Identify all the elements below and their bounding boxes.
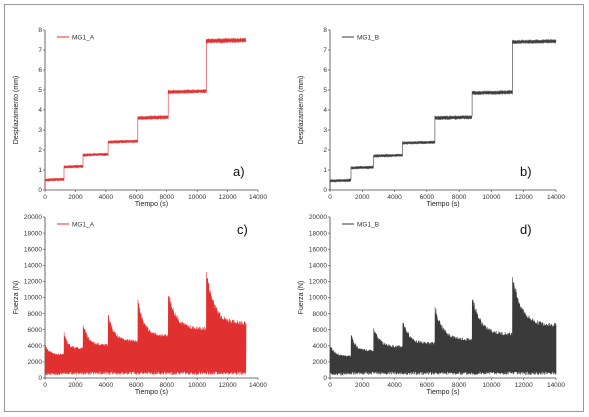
series-line-MG1_A (44, 271, 247, 376)
y-tick-label: 6000 (28, 327, 43, 334)
y-tick-label: 16000 (24, 246, 42, 253)
x-tick-label: 0 (43, 382, 47, 389)
y-tick-label: 18000 (309, 230, 327, 237)
y-tick-label: 14000 (309, 263, 327, 270)
chart-panel-c: 0 2000 4000 6000 8000 10000 12000 14000 16000 180… (13, 214, 267, 396)
x-axis-title: Tiempo (s) (135, 389, 168, 396)
legend-label: MG1_A (72, 221, 95, 228)
y-tick-label: 0 (38, 375, 42, 382)
x-tick-label: 14000 (249, 194, 267, 201)
x-tick-label: 6000 (420, 194, 435, 201)
y-axis-title: Desplazamiento (mm) (13, 76, 20, 144)
x-tick-label: 4000 (387, 194, 402, 201)
y-tick-label: 2000 (28, 359, 43, 366)
x-tick-label: 14000 (249, 382, 267, 389)
y-tick-label: 8 (38, 27, 42, 34)
series-line-MG1_B (329, 39, 557, 190)
x-tick-label: 8000 (159, 194, 174, 201)
panel-label: d) (520, 222, 532, 237)
x-tick-label: 14000 (547, 382, 565, 389)
y-tick-label: 1 (323, 167, 327, 174)
y-tick-label: 4 (323, 107, 327, 114)
y-tick-label: 12000 (24, 279, 42, 286)
y-tick-label: 7 (38, 47, 42, 54)
y-tick-label: 1 (38, 167, 42, 174)
y-tick-label: 0 (323, 375, 327, 382)
y-tick-label: 10000 (24, 295, 42, 302)
x-tick-label: 4000 (387, 382, 402, 389)
y-tick-label: 5 (38, 87, 42, 94)
y-tick-label: 18000 (24, 230, 42, 237)
y-tick-label: 2 (323, 147, 327, 154)
panel-label: a) (233, 164, 245, 179)
x-tick-label: 0 (328, 194, 332, 201)
chart-panel-b: 0 1 2 3 4 5 6 7 8 0 2000 4000 6000 8000 10000 12000 1400… (298, 27, 565, 208)
y-tick-label: 6 (323, 67, 327, 74)
y-tick-label: 8 (323, 27, 327, 34)
x-tick-label: 4000 (99, 382, 114, 389)
x-tick-label: 8000 (159, 382, 174, 389)
x-tick-label: 6000 (420, 382, 435, 389)
y-tick-label: 4000 (313, 343, 328, 350)
chart-panel-d: 0 2000 4000 6000 8000 10000 12000 14000 16000 180… (298, 214, 565, 396)
y-axis-title: Fuerza (N) (298, 281, 305, 314)
panel-label: b) (520, 164, 532, 179)
y-tick-label: 20000 (309, 214, 327, 221)
x-axis-title: Tiempo (s) (426, 201, 459, 208)
legend-label: MG1_A (72, 34, 95, 41)
y-tick-label: 7 (323, 47, 327, 54)
x-tick-label: 14000 (547, 194, 565, 201)
y-tick-label: 4000 (28, 343, 43, 350)
y-tick-label: 0 (38, 187, 42, 194)
y-tick-label: 3 (38, 127, 42, 134)
x-tick-label: 2000 (68, 382, 83, 389)
series-line-MG1_A (44, 37, 247, 190)
x-tick-label: 12000 (515, 194, 533, 201)
x-tick-label: 8000 (452, 382, 467, 389)
x-tick-label: 2000 (355, 382, 370, 389)
x-tick-label: 12000 (515, 382, 533, 389)
x-tick-label: 10000 (482, 194, 500, 201)
y-tick-label: 6 (38, 67, 42, 74)
y-axis-title: Desplazamiento (mm) (298, 76, 305, 144)
series-line-MG1_B (329, 277, 557, 376)
y-tick-label: 2 (38, 147, 42, 154)
x-tick-label: 2000 (355, 194, 370, 201)
x-tick-label: 10000 (188, 382, 206, 389)
y-tick-label: 8000 (28, 311, 43, 318)
y-tick-label: 5 (323, 87, 327, 94)
chart-panel-a: 0 1 2 3 4 5 6 7 8 0 2000 4000 6000 8000 10000 12000 1400… (13, 27, 267, 208)
x-tick-label: 6000 (129, 194, 144, 201)
y-tick-label: 8000 (313, 311, 328, 318)
x-axis-title: Tiempo (s) (426, 389, 459, 396)
panel-label: c) (237, 222, 248, 237)
x-tick-label: 12000 (219, 382, 237, 389)
y-tick-label: 2000 (313, 359, 328, 366)
x-tick-label: 12000 (219, 194, 237, 201)
y-tick-label: 20000 (24, 214, 42, 221)
y-tick-label: 10000 (309, 295, 327, 302)
y-axis-title: Fuerza (N) (13, 281, 20, 314)
y-tick-label: 16000 (309, 246, 327, 253)
x-tick-label: 4000 (99, 194, 114, 201)
x-tick-label: 0 (43, 194, 47, 201)
x-tick-label: 10000 (188, 194, 206, 201)
legend-label: MG1_B (357, 34, 379, 41)
legend-label: MG1_B (357, 221, 379, 228)
x-tick-label: 6000 (129, 382, 144, 389)
y-tick-label: 14000 (24, 263, 42, 270)
x-axis-title: Tiempo (s) (135, 201, 168, 208)
x-tick-label: 2000 (68, 194, 83, 201)
y-tick-label: 3 (323, 127, 327, 134)
y-tick-label: 0 (323, 187, 327, 194)
y-tick-label: 6000 (313, 327, 328, 334)
x-tick-label: 8000 (452, 194, 467, 201)
y-tick-label: 4 (38, 107, 42, 114)
x-tick-label: 0 (328, 382, 332, 389)
x-tick-label: 10000 (482, 382, 500, 389)
y-tick-label: 12000 (309, 279, 327, 286)
